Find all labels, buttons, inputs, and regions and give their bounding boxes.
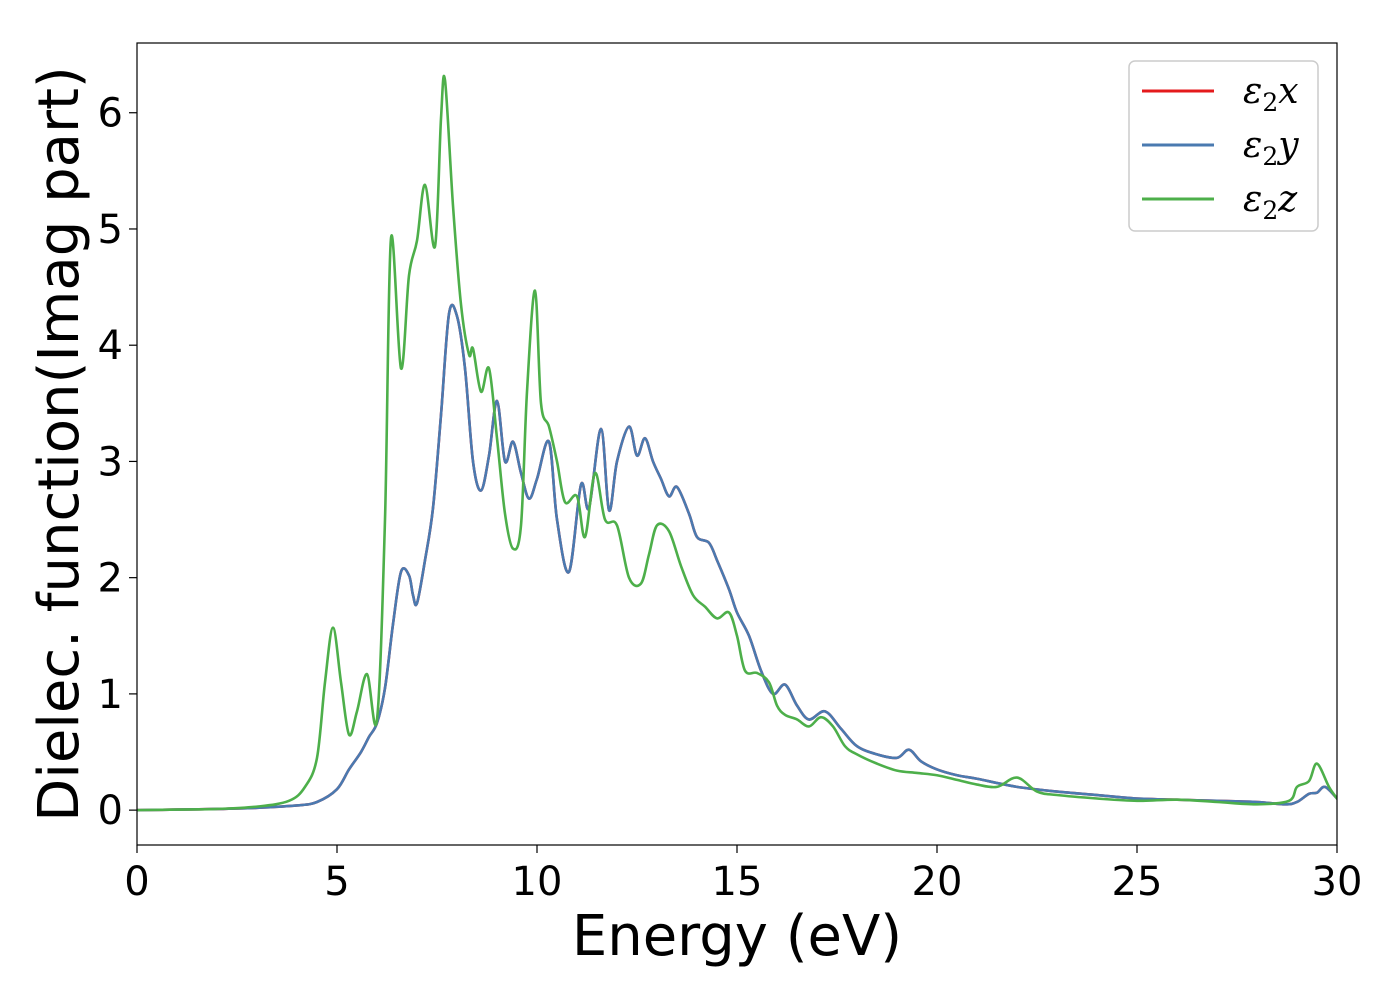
legend-box	[1128, 60, 1319, 232]
y-tick-label: 1	[98, 672, 123, 718]
y-tick-label: 0	[98, 788, 123, 834]
series-line-z	[137, 74, 1337, 812]
y-axis: 0 1 2 3 4 5 6	[98, 91, 137, 834]
x-tick-label: 30	[1312, 859, 1363, 905]
x-tick-label: 25	[1112, 859, 1163, 905]
y-tick-label: 4	[98, 323, 123, 369]
x-tick-label: 20	[912, 859, 963, 905]
x-axis-title: Energy (eV)	[572, 904, 902, 969]
y-tick-label: 2	[98, 556, 123, 602]
series-layer	[137, 74, 1337, 812]
y-tick-label: 3	[98, 439, 123, 485]
y-axis-title: Dielec. function(Imag part)	[27, 66, 92, 822]
legend-label-z: ε2z	[1243, 179, 1298, 225]
x-tick-label: 0	[124, 859, 149, 905]
legend-label-y: ε2y	[1243, 125, 1299, 171]
x-tick-label: 10	[512, 859, 563, 905]
series-line-y	[137, 303, 1337, 812]
legend-label-x: ε2x	[1243, 71, 1299, 117]
x-axis: 0 5 10 15 20 25 30	[124, 845, 1362, 905]
y-tick-label: 5	[98, 207, 123, 253]
legend: ε2x ε2y ε2z	[1128, 60, 1319, 232]
x-tick-label: 15	[712, 859, 763, 905]
x-tick-label: 5	[324, 859, 349, 905]
y-tick-label: 6	[98, 91, 123, 137]
